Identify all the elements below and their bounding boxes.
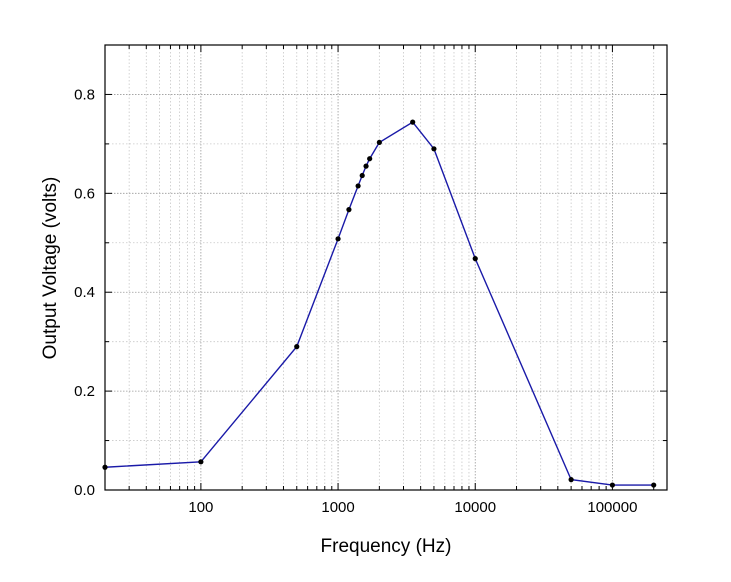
x-tick-label: 100 bbox=[188, 499, 213, 516]
x-tick-label: 1000 bbox=[321, 499, 354, 516]
data-point bbox=[102, 464, 108, 470]
data-point bbox=[410, 119, 416, 125]
data-point bbox=[363, 163, 369, 169]
data-point bbox=[651, 482, 657, 488]
x-axis-title: Frequency (Hz) bbox=[321, 536, 452, 557]
data-point bbox=[367, 156, 373, 162]
y-tick-label: 0.0 bbox=[74, 482, 95, 499]
data-point bbox=[198, 459, 204, 465]
data-point bbox=[294, 344, 300, 350]
x-tick-labels: 100 1000 10000 100000 bbox=[188, 499, 637, 516]
y-axis-title: Output Voltage (volts) bbox=[40, 177, 61, 360]
y-tick-label: 0.4 bbox=[74, 284, 95, 301]
y-tick-label: 0.8 bbox=[74, 86, 95, 103]
y-tick-label: 0.2 bbox=[74, 383, 95, 400]
grid bbox=[105, 45, 667, 490]
data-point bbox=[359, 172, 365, 179]
x-tick-label: 100000 bbox=[587, 499, 637, 516]
data-point bbox=[431, 146, 437, 152]
series-line bbox=[104, 121, 654, 486]
series-layer bbox=[102, 119, 657, 488]
data-point bbox=[335, 236, 341, 242]
plot-border bbox=[104, 44, 668, 491]
data-point bbox=[472, 256, 478, 262]
y-tick-label: 0.6 bbox=[74, 185, 95, 202]
axis-ticks bbox=[105, 44, 667, 491]
x-tick-label: 10000 bbox=[454, 499, 496, 516]
data-point bbox=[376, 139, 382, 146]
data-point bbox=[568, 477, 574, 483]
data-point bbox=[346, 207, 352, 213]
y-tick-labels: 0.0 0.2 0.4 0.6 0.8 bbox=[74, 86, 95, 499]
plot-frame bbox=[104, 44, 668, 491]
data-point bbox=[355, 183, 361, 189]
